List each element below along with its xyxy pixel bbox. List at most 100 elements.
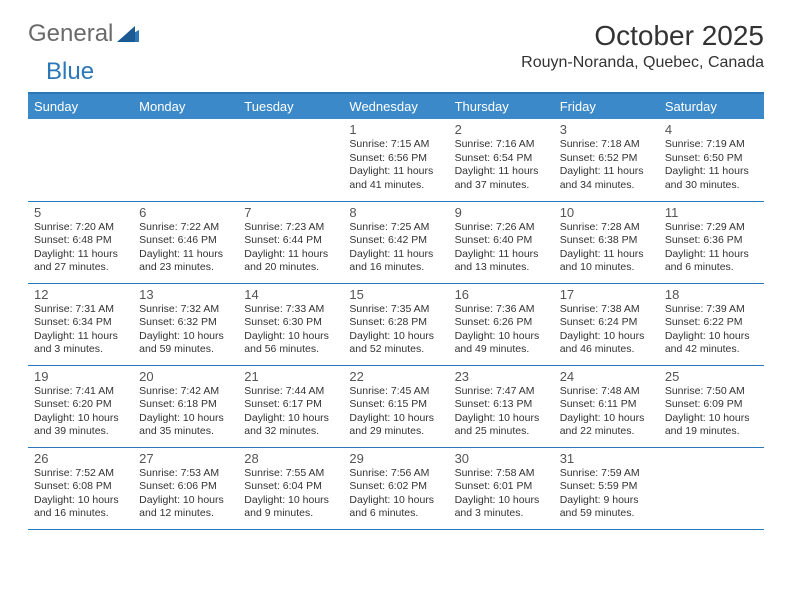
day-number: 30 [455,451,548,466]
day-sun-info: Sunrise: 7:55 AMSunset: 6:04 PMDaylight:… [244,467,337,522]
day-sun-info: Sunrise: 7:16 AMSunset: 6:54 PMDaylight:… [455,138,548,193]
calendar-day-cell: 17Sunrise: 7:38 AMSunset: 6:24 PMDayligh… [554,283,659,365]
day-sun-info: Sunrise: 7:59 AMSunset: 5:59 PMDaylight:… [560,467,653,522]
day-number: 27 [139,451,232,466]
day-sun-info: Sunrise: 7:28 AMSunset: 6:38 PMDaylight:… [560,221,653,276]
day-number: 23 [455,369,548,384]
calendar-day-cell [238,119,343,201]
calendar-header-row: SundayMondayTuesdayWednesdayThursdayFrid… [28,94,764,119]
calendar-day-cell: 27Sunrise: 7:53 AMSunset: 6:06 PMDayligh… [133,447,238,529]
day-number: 29 [349,451,442,466]
day-sun-info: Sunrise: 7:38 AMSunset: 6:24 PMDaylight:… [560,303,653,358]
day-sun-info: Sunrise: 7:39 AMSunset: 6:22 PMDaylight:… [665,303,758,358]
calendar-table: SundayMondayTuesdayWednesdayThursdayFrid… [28,94,764,530]
logo-text-general: General [28,20,113,48]
day-number: 21 [244,369,337,384]
calendar-week-row: 1Sunrise: 7:15 AMSunset: 6:56 PMDaylight… [28,119,764,201]
day-number: 12 [34,287,127,302]
calendar-day-cell: 1Sunrise: 7:15 AMSunset: 6:56 PMDaylight… [343,119,448,201]
day-sun-info: Sunrise: 7:22 AMSunset: 6:46 PMDaylight:… [139,221,232,276]
calendar-day-cell: 12Sunrise: 7:31 AMSunset: 6:34 PMDayligh… [28,283,133,365]
day-header: Saturday [659,94,764,119]
calendar-day-cell: 21Sunrise: 7:44 AMSunset: 6:17 PMDayligh… [238,365,343,447]
day-sun-info: Sunrise: 7:56 AMSunset: 6:02 PMDaylight:… [349,467,442,522]
calendar-week-row: 12Sunrise: 7:31 AMSunset: 6:34 PMDayligh… [28,283,764,365]
calendar-day-cell: 19Sunrise: 7:41 AMSunset: 6:20 PMDayligh… [28,365,133,447]
day-header: Thursday [449,94,554,119]
day-sun-info: Sunrise: 7:29 AMSunset: 6:36 PMDaylight:… [665,221,758,276]
day-number: 11 [665,205,758,220]
day-sun-info: Sunrise: 7:15 AMSunset: 6:56 PMDaylight:… [349,138,442,193]
calendar-day-cell: 25Sunrise: 7:50 AMSunset: 6:09 PMDayligh… [659,365,764,447]
day-sun-info: Sunrise: 7:26 AMSunset: 6:40 PMDaylight:… [455,221,548,276]
day-sun-info: Sunrise: 7:35 AMSunset: 6:28 PMDaylight:… [349,303,442,358]
calendar-day-cell: 20Sunrise: 7:42 AMSunset: 6:18 PMDayligh… [133,365,238,447]
day-sun-info: Sunrise: 7:18 AMSunset: 6:52 PMDaylight:… [560,138,653,193]
day-sun-info: Sunrise: 7:45 AMSunset: 6:15 PMDaylight:… [349,385,442,440]
calendar-week-row: 26Sunrise: 7:52 AMSunset: 6:08 PMDayligh… [28,447,764,529]
calendar-day-cell: 18Sunrise: 7:39 AMSunset: 6:22 PMDayligh… [659,283,764,365]
day-sun-info: Sunrise: 7:52 AMSunset: 6:08 PMDaylight:… [34,467,127,522]
calendar-day-cell: 16Sunrise: 7:36 AMSunset: 6:26 PMDayligh… [449,283,554,365]
calendar-week-row: 19Sunrise: 7:41 AMSunset: 6:20 PMDayligh… [28,365,764,447]
day-number: 28 [244,451,337,466]
calendar-day-cell: 22Sunrise: 7:45 AMSunset: 6:15 PMDayligh… [343,365,448,447]
calendar-day-cell: 11Sunrise: 7:29 AMSunset: 6:36 PMDayligh… [659,201,764,283]
location-label: Rouyn-Noranda, Quebec, Canada [521,54,764,72]
day-header: Monday [133,94,238,119]
day-number: 6 [139,205,232,220]
day-number: 10 [560,205,653,220]
calendar-day-cell: 28Sunrise: 7:55 AMSunset: 6:04 PMDayligh… [238,447,343,529]
calendar-day-cell: 6Sunrise: 7:22 AMSunset: 6:46 PMDaylight… [133,201,238,283]
logo-triangle-icon [117,26,139,42]
calendar-day-cell: 24Sunrise: 7:48 AMSunset: 6:11 PMDayligh… [554,365,659,447]
calendar-day-cell: 13Sunrise: 7:32 AMSunset: 6:32 PMDayligh… [133,283,238,365]
day-sun-info: Sunrise: 7:50 AMSunset: 6:09 PMDaylight:… [665,385,758,440]
day-number: 19 [34,369,127,384]
day-number: 17 [560,287,653,302]
calendar-day-cell: 26Sunrise: 7:52 AMSunset: 6:08 PMDayligh… [28,447,133,529]
calendar-day-cell: 8Sunrise: 7:25 AMSunset: 6:42 PMDaylight… [343,201,448,283]
title-block: October 2025 Rouyn-Noranda, Quebec, Cana… [521,20,764,72]
calendar-day-cell [659,447,764,529]
day-sun-info: Sunrise: 7:48 AMSunset: 6:11 PMDaylight:… [560,385,653,440]
day-number: 20 [139,369,232,384]
day-sun-info: Sunrise: 7:20 AMSunset: 6:48 PMDaylight:… [34,221,127,276]
day-number: 14 [244,287,337,302]
calendar-day-cell: 10Sunrise: 7:28 AMSunset: 6:38 PMDayligh… [554,201,659,283]
calendar-day-cell [28,119,133,201]
calendar-day-cell: 4Sunrise: 7:19 AMSunset: 6:50 PMDaylight… [659,119,764,201]
calendar-day-cell: 5Sunrise: 7:20 AMSunset: 6:48 PMDaylight… [28,201,133,283]
day-sun-info: Sunrise: 7:42 AMSunset: 6:18 PMDaylight:… [139,385,232,440]
day-sun-info: Sunrise: 7:44 AMSunset: 6:17 PMDaylight:… [244,385,337,440]
day-number: 5 [34,205,127,220]
day-sun-info: Sunrise: 7:32 AMSunset: 6:32 PMDaylight:… [139,303,232,358]
logo: General [28,20,143,48]
day-number: 9 [455,205,548,220]
day-sun-info: Sunrise: 7:33 AMSunset: 6:30 PMDaylight:… [244,303,337,358]
calendar-day-cell: 23Sunrise: 7:47 AMSunset: 6:13 PMDayligh… [449,365,554,447]
day-sun-info: Sunrise: 7:23 AMSunset: 6:44 PMDaylight:… [244,221,337,276]
day-number: 2 [455,122,548,137]
day-header: Tuesday [238,94,343,119]
calendar-day-cell: 7Sunrise: 7:23 AMSunset: 6:44 PMDaylight… [238,201,343,283]
day-number: 1 [349,122,442,137]
calendar-day-cell: 31Sunrise: 7:59 AMSunset: 5:59 PMDayligh… [554,447,659,529]
day-sun-info: Sunrise: 7:36 AMSunset: 6:26 PMDaylight:… [455,303,548,358]
calendar-day-cell: 14Sunrise: 7:33 AMSunset: 6:30 PMDayligh… [238,283,343,365]
calendar-day-cell: 15Sunrise: 7:35 AMSunset: 6:28 PMDayligh… [343,283,448,365]
calendar-body: 1Sunrise: 7:15 AMSunset: 6:56 PMDaylight… [28,119,764,529]
day-number: 3 [560,122,653,137]
day-sun-info: Sunrise: 7:25 AMSunset: 6:42 PMDaylight:… [349,221,442,276]
day-number: 13 [139,287,232,302]
day-header: Wednesday [343,94,448,119]
day-number: 24 [560,369,653,384]
day-sun-info: Sunrise: 7:47 AMSunset: 6:13 PMDaylight:… [455,385,548,440]
day-sun-info: Sunrise: 7:41 AMSunset: 6:20 PMDaylight:… [34,385,127,440]
day-number: 7 [244,205,337,220]
calendar-day-cell: 2Sunrise: 7:16 AMSunset: 6:54 PMDaylight… [449,119,554,201]
calendar-day-cell: 3Sunrise: 7:18 AMSunset: 6:52 PMDaylight… [554,119,659,201]
day-number: 8 [349,205,442,220]
day-number: 4 [665,122,758,137]
day-sun-info: Sunrise: 7:58 AMSunset: 6:01 PMDaylight:… [455,467,548,522]
